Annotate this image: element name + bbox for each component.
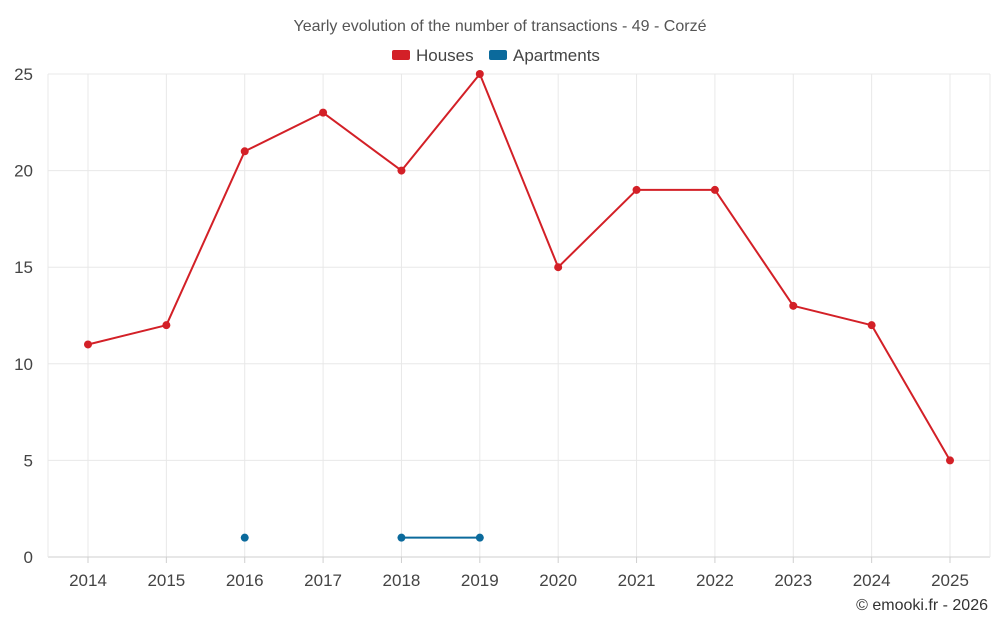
- houses-point: [789, 301, 798, 310]
- x-tick-label: 2021: [618, 571, 656, 590]
- houses-point: [946, 456, 954, 465]
- x-tick-label: 2016: [226, 571, 264, 590]
- houses-line: [87, 73, 951, 461]
- copyright-text: © emooki.fr - 2026: [856, 597, 988, 614]
- x-tick-label: 2020: [539, 571, 577, 590]
- legend-swatch-houses: [392, 50, 410, 60]
- apartments-point: [240, 533, 249, 542]
- houses-point: [867, 321, 876, 330]
- legend-label-apartments: Apartments: [513, 46, 600, 65]
- houses-point: [162, 321, 171, 330]
- apartments-point: [475, 533, 484, 542]
- series-apartments: [240, 533, 484, 542]
- x-tick-label: 2019: [461, 571, 499, 590]
- y-tick-label: 15: [14, 258, 33, 277]
- x-tick-label: 2025: [931, 571, 969, 590]
- x-tick-label: 2015: [147, 571, 185, 590]
- houses-point: [397, 166, 406, 175]
- houses-point: [240, 147, 249, 156]
- houses-point: [632, 185, 641, 194]
- series-layer: [84, 70, 954, 542]
- houses-point: [319, 108, 328, 117]
- series-houses: [84, 70, 954, 465]
- houses-point: [554, 263, 563, 272]
- legend-label-houses: Houses: [416, 46, 474, 65]
- legend-item-houses[interactable]: Houses: [392, 46, 474, 65]
- chart-title: Yearly evolution of the number of transa…: [294, 18, 707, 35]
- x-tick-label: 2022: [696, 571, 734, 590]
- houses-point: [84, 340, 92, 349]
- legend[interactable]: Houses Apartments: [392, 46, 600, 65]
- legend-item-apartments[interactable]: Apartments: [489, 46, 600, 65]
- grid: [48, 73, 990, 557]
- y-tick-label: 0: [24, 548, 33, 567]
- houses-point: [710, 185, 719, 194]
- x-tick-label: 2014: [69, 571, 107, 590]
- y-tick-label: 5: [24, 451, 33, 470]
- x-tick-label: 2017: [304, 571, 342, 590]
- y-tick-label: 25: [14, 65, 33, 84]
- y-tick-label: 10: [14, 355, 33, 374]
- x-tick-label: 2024: [853, 571, 891, 590]
- legend-swatch-apartments: [489, 50, 507, 60]
- apartments-point: [397, 533, 406, 542]
- x-tick-label: 2023: [774, 571, 812, 590]
- y-tick-label: 20: [14, 162, 33, 181]
- houses-point: [475, 70, 484, 78]
- x-tick-label: 2018: [383, 571, 421, 590]
